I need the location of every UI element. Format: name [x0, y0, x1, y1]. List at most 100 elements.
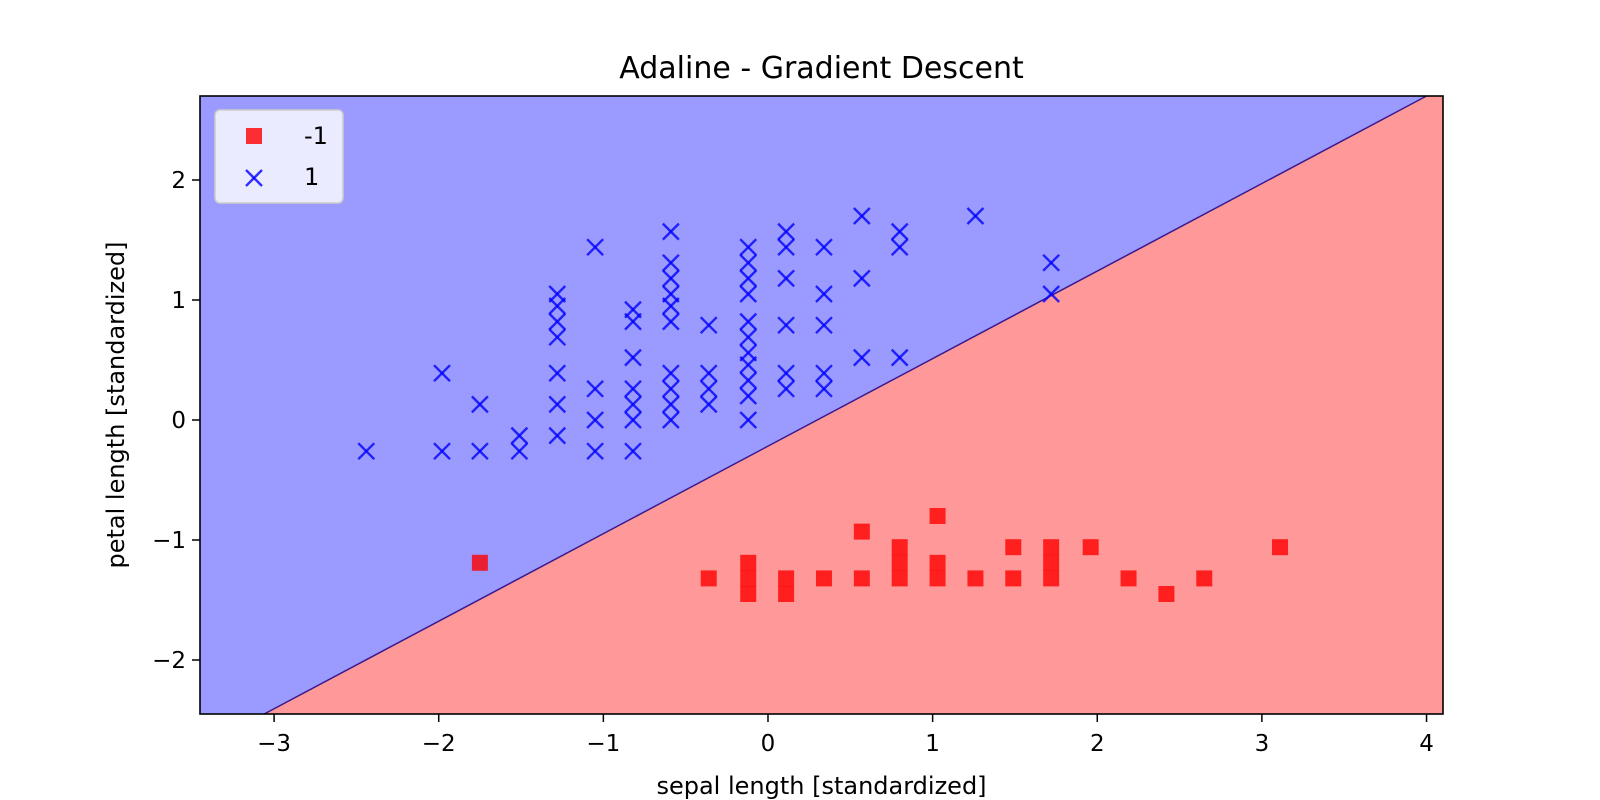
- point-class-1: [662, 269, 680, 288]
- y-tick-label: 2: [171, 168, 186, 194]
- point-class-1: [624, 312, 642, 331]
- point-class-neg1: [1272, 539, 1289, 556]
- point-class-1: [433, 364, 451, 383]
- point-class-neg1: [1005, 570, 1022, 587]
- legend-x-marker: [245, 169, 263, 187]
- point-class-neg1: [1196, 570, 1213, 587]
- point-class-1: [739, 387, 758, 405]
- chart-title: Adaline - Gradient Descent: [619, 51, 1024, 86]
- point-class-1: [699, 395, 718, 414]
- point-class-1: [699, 379, 718, 398]
- point-class-1: [739, 355, 758, 374]
- point-class-1: [777, 364, 795, 383]
- point-class-1: [662, 411, 680, 429]
- point-class-neg1: [778, 570, 795, 587]
- legend-square-marker: [246, 128, 262, 144]
- point-class-1: [739, 371, 758, 390]
- point-class-neg1: [740, 586, 757, 602]
- point-class-1: [1042, 253, 1061, 272]
- point-class-1: [662, 222, 680, 241]
- point-class-1: [739, 411, 758, 429]
- x-tick-label: 4: [1419, 731, 1434, 757]
- point-class-neg1: [1043, 554, 1060, 571]
- point-class-1: [890, 348, 909, 367]
- point-class-1: [586, 379, 604, 398]
- point-class-1: [852, 269, 871, 288]
- point-class-1: [433, 442, 451, 461]
- point-class-1: [815, 285, 833, 303]
- point-class-1: [890, 222, 909, 241]
- decision-regions: [200, 96, 1443, 714]
- point-class-1: [624, 395, 642, 414]
- y-tick-label: −2: [152, 648, 186, 674]
- point-class-1: [510, 426, 529, 445]
- point-class-1: [777, 269, 795, 288]
- point-class-1: [586, 238, 604, 257]
- point-class-neg1: [891, 554, 908, 571]
- point-class-1: [357, 442, 376, 461]
- point-class-1: [852, 348, 871, 367]
- point-class-neg1: [1043, 570, 1060, 587]
- point-class-neg1: [853, 570, 870, 587]
- point-class-1: [471, 395, 489, 414]
- x-tick-label: 1: [925, 731, 940, 757]
- point-class-1: [510, 442, 529, 461]
- point-class-neg1: [929, 554, 946, 571]
- point-class-1: [624, 442, 642, 461]
- x-axis-ticks: −3 −2 −1 0 1 2 3 4: [257, 714, 1434, 757]
- region-class-1: [200, 96, 1427, 714]
- point-class-1: [662, 312, 680, 331]
- point-class-1: [662, 395, 680, 414]
- legend-label-neg: -1: [304, 122, 328, 150]
- legend: -1 1: [214, 109, 344, 204]
- point-class-neg1: [1120, 570, 1137, 587]
- point-class-1: [471, 442, 489, 461]
- y-tick-label: 1: [171, 288, 186, 314]
- x-axis-label: sepal length [standardized]: [656, 772, 986, 800]
- x-tick-label: −2: [422, 731, 456, 757]
- point-class-neg1: [891, 570, 908, 587]
- point-class-1: [548, 364, 567, 383]
- point-class-1: [662, 379, 680, 398]
- point-class-1: [662, 297, 680, 315]
- point-class-1: [966, 207, 985, 225]
- region-class-neg1: [264, 96, 1443, 714]
- point-class-1: [815, 379, 833, 398]
- point-class-1: [662, 253, 680, 272]
- point-class-1: [548, 426, 567, 445]
- point-class-neg1: [740, 570, 757, 587]
- point-class-1: [739, 253, 758, 272]
- plot-frame: [199, 95, 1444, 715]
- point-class-neg1: [740, 554, 757, 571]
- point-class-1: [548, 297, 567, 315]
- legend-label-pos: 1: [304, 163, 319, 191]
- point-class-1: [777, 316, 795, 335]
- x-tick-label: 3: [1255, 731, 1270, 757]
- point-class-neg1: [1082, 539, 1099, 556]
- y-tick-label: 0: [171, 408, 186, 434]
- point-class-1: [624, 411, 642, 429]
- data-points: [357, 207, 1289, 602]
- decision-boundary: [263, 95, 1427, 715]
- point-class-1: [815, 364, 833, 383]
- point-class-1: [777, 238, 795, 257]
- point-class-neg1: [778, 586, 795, 602]
- point-class-1: [815, 316, 833, 335]
- point-class-1: [1042, 285, 1061, 303]
- x-tick-label: −1: [586, 731, 620, 757]
- point-class-1: [739, 269, 758, 288]
- point-class-neg1: [853, 523, 870, 540]
- point-class-neg1: [815, 570, 832, 587]
- point-class-1: [548, 395, 567, 414]
- point-class-neg1: [1158, 586, 1175, 602]
- point-class-1: [624, 379, 642, 398]
- point-class-neg1: [929, 508, 946, 524]
- point-class-1: [662, 364, 680, 383]
- point-class-1: [699, 316, 718, 335]
- point-class-1: [548, 328, 567, 347]
- x-tick-label: 0: [761, 731, 776, 757]
- point-class-1: [815, 238, 833, 257]
- point-class-neg1: [471, 554, 488, 571]
- point-class-1: [548, 312, 567, 331]
